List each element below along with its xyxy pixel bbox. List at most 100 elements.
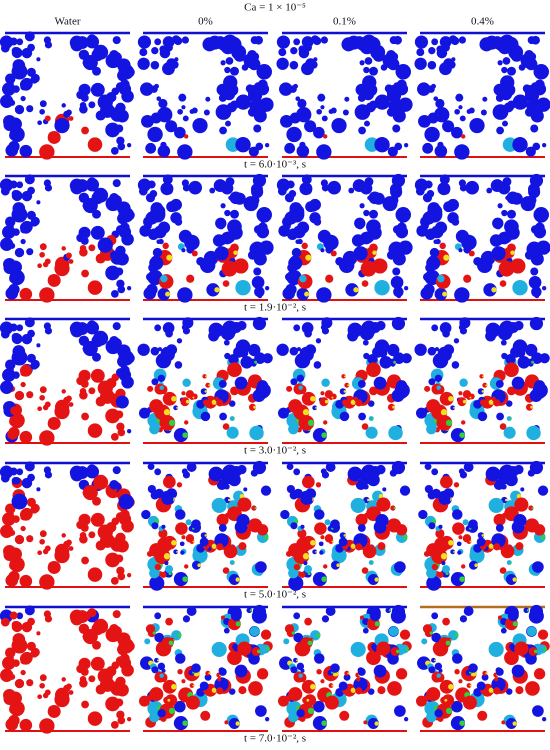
phase-blob [151, 666, 159, 674]
phase-blob [439, 391, 454, 406]
phase-blob [498, 260, 515, 277]
phase-blob [189, 109, 195, 114]
phase-blob [458, 468, 465, 475]
phase-blob [79, 535, 88, 544]
phase-blob [287, 703, 297, 713]
phase-blob [235, 137, 251, 153]
phase-blob [192, 117, 208, 134]
phase-blob [88, 531, 96, 539]
phase-blob [495, 668, 504, 676]
phase-blob [112, 466, 121, 475]
phase-blob [327, 180, 341, 195]
phase-blob [26, 391, 34, 399]
phase-blob [462, 695, 477, 710]
phase-blob [154, 468, 162, 476]
phase-blob [90, 225, 105, 240]
phase-blob [527, 183, 540, 196]
phase-blob [458, 248, 463, 253]
phase-blob [39, 674, 47, 682]
phase-blob [458, 324, 465, 331]
phase-blob [182, 115, 189, 122]
phase-blob [525, 343, 538, 357]
interface-blob [443, 254, 450, 261]
phase-blob [426, 206, 443, 223]
phase-blob [437, 274, 445, 283]
phase-blob [10, 120, 20, 130]
phase-blob [288, 206, 305, 223]
interface-blob [512, 621, 518, 627]
phase-blob [215, 217, 227, 229]
phase-blob [140, 82, 154, 96]
phase-blob [352, 36, 366, 50]
phase-blob [302, 696, 310, 704]
phase-blob [36, 57, 41, 62]
phase-blob [253, 82, 263, 91]
phase-blob [530, 267, 539, 276]
phase-blob [39, 718, 55, 734]
phase-blob [468, 663, 478, 673]
interface-blob [540, 534, 546, 540]
phase-blob [4, 216, 16, 227]
phase-blob [338, 537, 348, 547]
phase-blob [16, 612, 24, 620]
phase-blob [223, 339, 230, 346]
phase-blob [376, 497, 391, 512]
phase-blob [112, 322, 121, 331]
phase-blob [37, 120, 43, 126]
phase-blob [12, 659, 20, 667]
phase-blob [249, 200, 256, 206]
phase-blob [227, 362, 242, 378]
phase-blob [47, 130, 61, 144]
phase-blob [427, 228, 435, 236]
interface-blob [481, 390, 485, 393]
phase-blob [213, 179, 227, 193]
phase-blob [37, 694, 43, 700]
phase-blob [97, 237, 113, 253]
phase-blob [214, 246, 229, 261]
phase-blob [512, 280, 528, 296]
phase-blob [480, 109, 487, 116]
phase-blob [14, 390, 25, 401]
phase-blob [149, 575, 165, 591]
phase-blob [191, 519, 201, 529]
phase-blob [304, 120, 317, 133]
phase-blob [181, 679, 186, 684]
phase-blob [253, 267, 262, 276]
phase-blob [385, 607, 392, 614]
interface-blob [374, 577, 379, 582]
interface-blob [239, 493, 245, 499]
phase-blob [157, 107, 173, 123]
phase-blob [448, 35, 458, 44]
phase-blob [366, 362, 381, 378]
interface-blob [392, 405, 396, 409]
phase-blob [116, 279, 125, 288]
phase-blob [437, 571, 444, 578]
interface-blob [516, 493, 522, 499]
phase-blob [288, 399, 303, 414]
phase-blob [233, 192, 246, 205]
panel [0, 461, 135, 590]
interface-blob [488, 399, 494, 405]
phase-blob [251, 646, 261, 656]
phase-blob [90, 512, 105, 527]
interface-blob [491, 287, 497, 293]
phase-blob [312, 716, 328, 731]
phase-blob [466, 539, 472, 544]
interface-blob [211, 687, 217, 693]
interface-blob [182, 432, 189, 438]
phase-blob [9, 180, 18, 189]
phase-blob [170, 60, 179, 69]
phase-blob [61, 533, 66, 538]
row-caption: t = 7.0·10⁻², s [244, 733, 306, 745]
phase-blob [208, 322, 224, 338]
interface-blob [393, 507, 396, 510]
phase-blob [54, 260, 70, 277]
phase-blob [109, 624, 119, 634]
phase-blob [514, 641, 529, 656]
phase-blob [249, 626, 260, 637]
phase-blob [39, 108, 45, 115]
phase-blob [228, 718, 240, 730]
phase-blob [4, 647, 16, 658]
phase-blob [517, 355, 531, 369]
phase-blob [184, 564, 189, 569]
